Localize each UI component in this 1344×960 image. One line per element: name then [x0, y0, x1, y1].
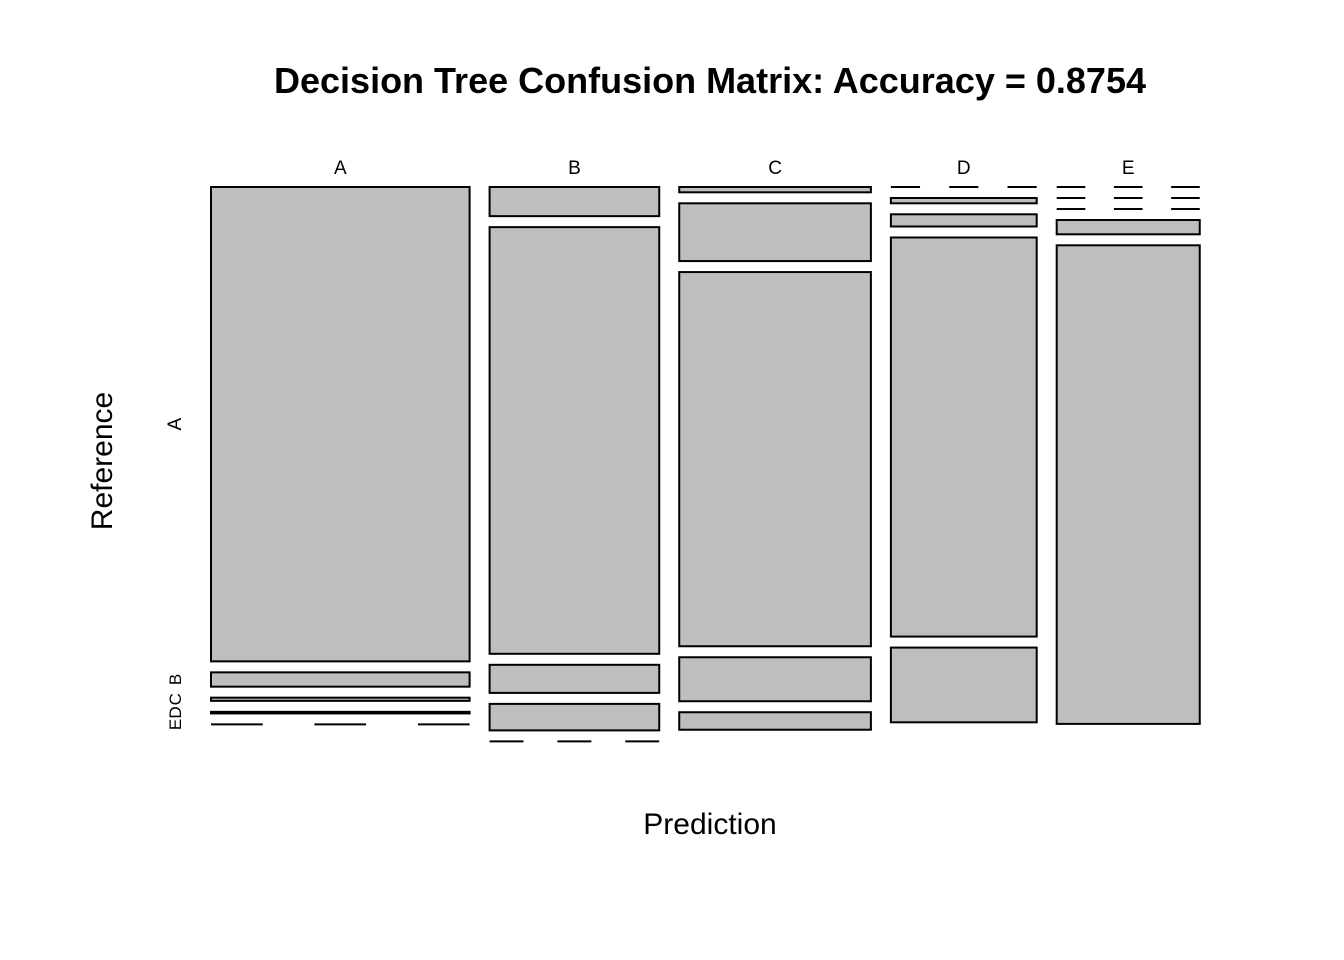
column-label-e: E [1122, 158, 1135, 179]
cell-c-e [678, 711, 872, 731]
row-label-e: E [166, 719, 185, 730]
row-label-c: C [166, 693, 185, 705]
cell-b-b [488, 226, 661, 655]
cell-a-c [210, 696, 471, 702]
cell-e-e [1055, 244, 1201, 725]
cell-b-a [488, 186, 661, 218]
cell-d-b [889, 197, 1038, 205]
row-label-b: B [166, 674, 185, 685]
cell-c-c [678, 271, 872, 648]
x-axis-title: Prediction [643, 808, 776, 841]
column-label-d: D [957, 158, 971, 179]
cell-a-a [210, 186, 471, 663]
cell-c-a [678, 186, 872, 194]
cell-d-e [889, 646, 1038, 724]
cell-c-b [678, 202, 872, 263]
chart-title: Decision Tree Confusion Matrix: Accuracy… [274, 60, 1146, 101]
cell-a-b [210, 671, 471, 688]
cell-d-c [889, 213, 1038, 228]
column-label-b: B [568, 158, 581, 179]
cell-b-c [488, 663, 661, 694]
cell-d-d [889, 236, 1038, 638]
y-axis-title: Reference [86, 392, 119, 530]
row-label-a: A [165, 418, 186, 431]
column-label-c: C [768, 158, 782, 179]
column-label-a: A [334, 158, 347, 179]
cell-c-d [678, 656, 872, 703]
cell-e-d [1055, 219, 1201, 236]
cell-b-d [488, 702, 661, 732]
row-label-d: D [166, 706, 185, 718]
cell-a-d [210, 710, 471, 715]
